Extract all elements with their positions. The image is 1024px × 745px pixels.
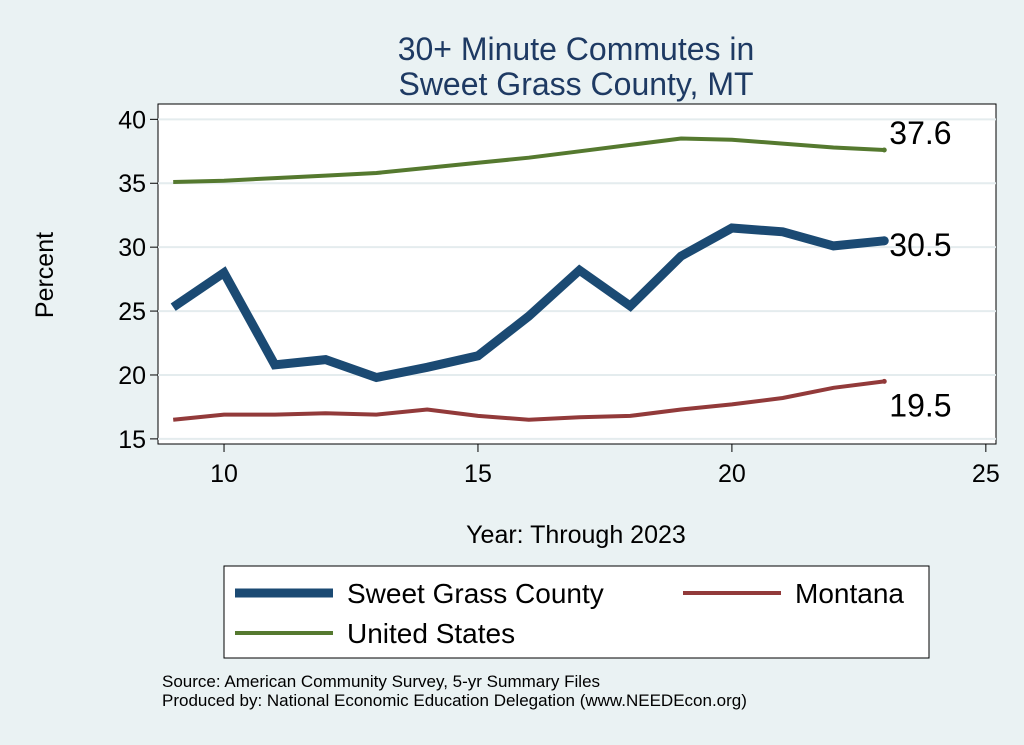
y-tick-label: 30 — [118, 234, 146, 262]
produced-by-line: Produced by: National Economic Education… — [162, 691, 747, 710]
end-point-sweet-grass — [879, 236, 889, 246]
chart-title-line-2: Sweet Grass County, MT — [398, 66, 753, 102]
source-note: Source: American Community Survey, 5-yr … — [162, 672, 747, 710]
x-tick-label: 20 — [718, 460, 746, 488]
chart-title-line-1: 30+ Minute Commutes in — [398, 31, 755, 67]
y-axis-title: Percent — [31, 232, 59, 318]
series-line-united-states — [173, 136, 885, 184]
legend-label-sweet-grass: Sweet Grass County — [347, 578, 604, 609]
gridlines — [158, 118, 996, 440]
source-line: Source: American Community Survey, 5-yr … — [162, 672, 601, 691]
legend: Sweet Grass County Montana United States — [235, 578, 904, 649]
legend-box — [223, 565, 930, 659]
end-point-united-states — [881, 147, 887, 153]
end-label-united-states: 37.6 — [889, 115, 951, 151]
x-axis-title: Year: Through 2023 — [466, 521, 686, 549]
legend-label-montana: Montana — [795, 578, 904, 609]
series-line-montana — [173, 379, 885, 422]
y-tick-label: 35 — [118, 170, 146, 198]
x-tick-label: 25 — [972, 460, 1000, 488]
end-label-sweet-grass: 30.5 — [889, 227, 951, 263]
end-labels: 30.5 19.5 37.6 — [889, 115, 951, 423]
x-tick-label: 10 — [210, 460, 238, 488]
y-axis: 15 20 25 30 35 40 — [118, 106, 158, 454]
end-point-montana — [881, 378, 887, 384]
series-lines — [170, 136, 889, 422]
y-tick-label: 20 — [118, 362, 146, 390]
y-tick-label: 25 — [118, 298, 146, 326]
x-tick-label: 15 — [464, 460, 492, 488]
y-tick-label: 40 — [118, 106, 146, 134]
x-axis: 10 15 20 25 — [210, 444, 1000, 488]
series-line-sweet-grass — [170, 223, 885, 383]
end-label-montana: 19.5 — [889, 387, 951, 423]
y-tick-label: 15 — [118, 426, 146, 454]
legend-label-united-states: United States — [347, 618, 515, 649]
